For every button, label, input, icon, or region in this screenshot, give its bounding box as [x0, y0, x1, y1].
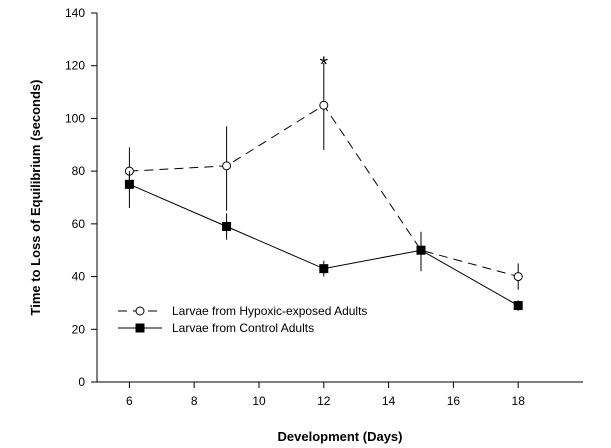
data-point — [513, 301, 523, 311]
x-tick-label: 16 — [447, 394, 461, 408]
legend-entry: Larvae from Control Adults — [118, 321, 314, 335]
x-tick-label: 6 — [126, 394, 133, 408]
y-tick-label: 120 — [65, 59, 85, 73]
y-tick-label: 0 — [78, 375, 85, 389]
data-point — [319, 100, 329, 110]
legend-label: Larvae from Hypoxic-exposed Adults — [172, 304, 367, 318]
data-point — [513, 272, 523, 282]
legend-entry: Larvae from Hypoxic-exposed Adults — [118, 304, 367, 318]
x-tick-label: 12 — [317, 394, 331, 408]
y-axis-title: Time to Loss of Equilibrium (seconds) — [28, 80, 43, 316]
series-layer — [124, 63, 523, 311]
y-tick-label: 20 — [72, 322, 86, 336]
legend-marker — [135, 306, 145, 316]
x-axis-title: Development (Days) — [278, 429, 403, 444]
data-point — [319, 264, 329, 274]
series-2 — [124, 171, 523, 311]
y-tick-label: 100 — [65, 111, 85, 125]
data-point — [416, 245, 426, 255]
y-tick-label: 80 — [72, 164, 86, 178]
significance-marker: * — [320, 52, 329, 77]
x-tick-label: 18 — [512, 394, 526, 408]
x-tick-label: 14 — [382, 394, 396, 408]
legend-marker — [135, 323, 145, 333]
annotation-layer: * — [320, 52, 329, 77]
axes: 0 20 40 60 80 100 120 140 6 8 10 12 14 16 18 — [65, 6, 583, 408]
x-tick-label: 8 — [191, 394, 198, 408]
y-tick-label: 140 — [65, 6, 85, 20]
y-tick-label: 40 — [72, 270, 86, 284]
legend-label: Larvae from Control Adults — [172, 321, 314, 335]
series-1 — [124, 63, 523, 290]
data-point — [222, 161, 232, 171]
data-point — [124, 179, 134, 189]
y-tick-label: 60 — [72, 217, 86, 231]
data-point — [222, 221, 232, 231]
x-tick-label: 10 — [252, 394, 266, 408]
legend: Larvae from Hypoxic-exposed Adults Larvae… — [118, 304, 367, 335]
series-line — [129, 183, 519, 306]
